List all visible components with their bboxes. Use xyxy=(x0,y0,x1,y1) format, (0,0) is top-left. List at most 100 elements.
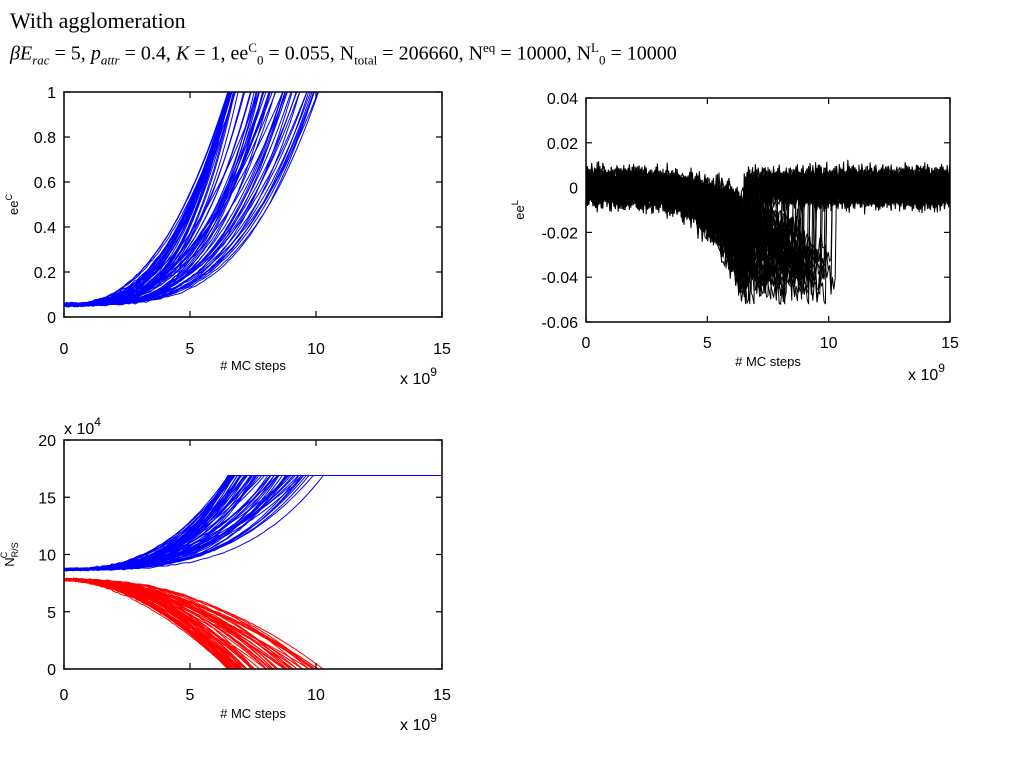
nrs-series-s xyxy=(64,577,442,670)
nrs-series-line xyxy=(64,475,442,572)
chart-eel: 0 5 10 15 -0.06 -0.04 -0.02 0 0.02 0.04 # MC steps… xyxy=(510,91,959,384)
nrs-series-line xyxy=(64,475,442,571)
nrs-ylabel-sub: R/S xyxy=(10,542,20,557)
nrs-series-line xyxy=(64,475,442,571)
param-ntotal-value: = 206660, N xyxy=(377,42,484,65)
nrs-series-line xyxy=(64,475,442,572)
nrs-series-line xyxy=(64,475,442,571)
nrs-series-line xyxy=(64,475,442,572)
eel-xtick-label: 15 xyxy=(941,335,959,352)
eec-ytick-label: 0.2 xyxy=(34,265,56,282)
nrs-series-line xyxy=(64,475,442,571)
nrs-series-line xyxy=(64,475,442,571)
param-e-sub: rac xyxy=(32,52,50,68)
nrs-ytick-label: 15 xyxy=(38,490,56,507)
nrs-series-line xyxy=(64,475,442,572)
nrs-x-multiplier: x 109 xyxy=(400,711,437,734)
nrs-series-line xyxy=(64,475,442,572)
nrs-xlabel: # MC steps xyxy=(220,706,286,721)
nrs-series-line xyxy=(64,475,442,571)
nrs-series-line xyxy=(64,475,442,571)
nrs-series-line xyxy=(64,475,442,572)
nrs-ylabel-sup: C xyxy=(0,551,9,558)
nrs-series-line xyxy=(64,475,442,571)
nrs-series-line xyxy=(64,475,442,572)
param-p-sub: attr xyxy=(100,52,120,68)
nrs-x-multiplier-exp: 9 xyxy=(430,711,437,725)
eec-series-line xyxy=(64,91,442,307)
nrs-series-line xyxy=(64,475,442,571)
nrs-series-line xyxy=(64,475,442,571)
eel-series-line xyxy=(586,166,950,295)
nrs-xtick-label: 15 xyxy=(433,687,451,704)
nrs-series-line xyxy=(64,475,442,571)
eec-ylabel: eeC xyxy=(4,194,21,215)
nrs-ytick-label: 10 xyxy=(38,548,56,565)
param-ee-value: = 0.055, N xyxy=(263,42,355,65)
nrs-series-line xyxy=(64,475,442,572)
nrs-series-line xyxy=(64,475,442,571)
nrs-series-line xyxy=(64,475,442,571)
eel-ytick-label: -0.06 xyxy=(542,315,579,332)
nrs-plot-frame xyxy=(63,439,443,670)
param-nl-sup: L xyxy=(591,40,599,55)
nrs-ytick-label: 5 xyxy=(47,605,56,622)
eel-ylabel-sup: L xyxy=(510,200,520,205)
eel-xlabel: # MC steps xyxy=(735,354,801,369)
nrs-series-line xyxy=(64,475,442,572)
param-beta: β xyxy=(10,42,20,65)
nrs-series-line xyxy=(64,475,442,572)
nrs-series-line xyxy=(64,475,442,571)
nrs-y-multiplier: x 104 xyxy=(64,415,101,438)
nrs-y-multiplier-exp: 4 xyxy=(94,415,101,429)
eel-ytick-label: 0.02 xyxy=(547,136,578,153)
nrs-series-line xyxy=(64,475,442,571)
nrs-series-r xyxy=(64,475,442,572)
nrs-series-line xyxy=(64,475,442,571)
eel-x-multiplier: x 109 xyxy=(908,361,945,384)
nrs-series-line xyxy=(64,578,442,670)
nrs-series-line xyxy=(64,475,442,572)
nrs-series-line xyxy=(64,475,442,571)
eel-ytick-label: 0.04 xyxy=(547,91,578,108)
param-neq-sup: eq xyxy=(483,40,496,55)
nrs-series-line xyxy=(64,475,442,572)
param-nl-value: = 10000 xyxy=(605,42,677,65)
nrs-series-line xyxy=(64,577,442,670)
nrs-series-line xyxy=(64,475,442,571)
nrs-series-line xyxy=(64,475,442,571)
nrs-ylabel: NR/SC xyxy=(0,542,20,566)
parameter-line: βErac = 5, pattr = 0.4, K = 1, eeC0 = 0.… xyxy=(10,40,677,69)
nrs-series-line xyxy=(64,475,442,571)
nrs-series-line xyxy=(64,578,442,670)
nrs-series-line xyxy=(64,475,442,572)
param-p: p xyxy=(90,42,101,65)
param-e: E xyxy=(19,42,33,65)
nrs-series-line xyxy=(64,475,442,571)
eec-ytick-label: 1 xyxy=(47,85,56,102)
nrs-series-line xyxy=(64,475,442,572)
nrs-series-line xyxy=(64,475,442,571)
nrs-series-line xyxy=(64,475,442,571)
nrs-series-line xyxy=(64,475,442,572)
nrs-series-line xyxy=(64,475,442,572)
eec-xtick-label: 0 xyxy=(60,341,69,358)
nrs-series-line xyxy=(64,475,442,571)
eel-ytick-label: -0.02 xyxy=(542,225,579,242)
eec-x-multiplier-exp: 9 xyxy=(430,365,437,379)
nrs-series-line xyxy=(64,475,442,571)
nrs-series-line xyxy=(64,475,442,571)
nrs-series-line xyxy=(64,475,442,571)
nrs-axes: 0 5 10 15 0 5 10 15 20 # MC steps x 109 x 104 NR/SC xyxy=(0,415,451,734)
nrs-ytick-label: 20 xyxy=(38,433,56,450)
chart-eec: 0 5 10 15 0 0.2 0.4 0.6 0.8 1 # MC steps x 109 eeC xyxy=(4,85,451,388)
param-p-value: = 0.4, xyxy=(119,42,176,65)
nrs-series-line xyxy=(64,475,442,571)
nrs-series-line xyxy=(64,475,442,571)
nrs-series-line xyxy=(64,475,442,571)
param-ntotal-sub: total xyxy=(354,52,378,68)
eec-ylabel-sup: C xyxy=(4,194,14,201)
slide-title: With agglomeration xyxy=(10,8,186,33)
nrs-series-line xyxy=(64,475,442,572)
param-neq-value: = 10000, N xyxy=(495,42,592,65)
